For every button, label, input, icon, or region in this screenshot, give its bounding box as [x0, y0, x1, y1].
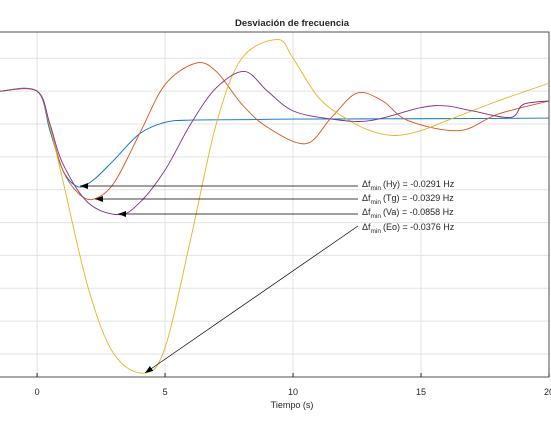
x-tick-label: 0 [35, 387, 40, 397]
series-line [0, 70, 550, 216]
annotation-text: (Eo) = -0.0376 Hz [383, 222, 455, 232]
x-axis-label: Tiempo (s) [271, 400, 314, 410]
annotation-text: (Hy) = -0.0291 Hz [383, 179, 455, 189]
x-tick-label: 5 [163, 387, 168, 397]
x-tick-label: 10 [288, 387, 298, 397]
annotation-subscript: min [371, 199, 382, 206]
annotation: Δfmin (Hy) = -0.0291 Hz [362, 179, 455, 192]
annotation: Δfmin (Tg) = -0.0329 Hz [362, 193, 454, 206]
annotation: Δfmin (Eo) = -0.0376 Hz [362, 222, 455, 235]
annotation-symbol: Δf [362, 222, 371, 232]
annotation-symbol: Δf [362, 193, 371, 203]
annotation: Δfmin (Va) = -0.0858 Hz [362, 207, 454, 220]
chart-title: Desviación de frecuencia [235, 18, 350, 29]
plot-frame [0, 31, 550, 378]
series-line [0, 62, 550, 201]
annotation-subscript: min [371, 228, 382, 235]
annotation-subscript: min [371, 213, 382, 220]
series-line [0, 39, 550, 374]
x-tick-label: 15 [416, 387, 426, 397]
x-tick-label: 20 [544, 387, 551, 397]
annotation-subscript: min [371, 185, 382, 192]
annotation-text: (Tg) = -0.0329 Hz [383, 193, 454, 203]
annotation-symbol: Δf [362, 179, 371, 189]
annotation-symbol: Δf [362, 207, 371, 217]
annotation-text: (Va) = -0.0858 Hz [383, 207, 454, 217]
annotation-arrow [144, 225, 359, 374]
